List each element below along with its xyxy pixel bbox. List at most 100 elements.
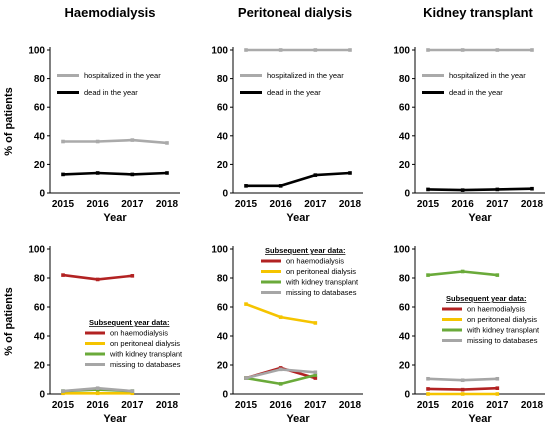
legend-title: Subsequent year data: bbox=[265, 246, 345, 255]
y-tick-label: 40 bbox=[34, 332, 46, 343]
chart-panel-bottom-middle: 0 20 40 60 80 100 2015 2016 2017 2018 Year Subseque… bbox=[211, 245, 363, 425]
x-tick-label: 2017 bbox=[121, 199, 144, 210]
data-point bbox=[165, 171, 169, 175]
legend-label: dead in the year bbox=[449, 88, 503, 97]
legend-label: with kidney transplant bbox=[466, 326, 540, 335]
x-tick-label: 2016 bbox=[452, 400, 475, 411]
x-tick-label: 2015 bbox=[52, 199, 75, 210]
data-point bbox=[278, 184, 283, 188]
y-tick-label: 60 bbox=[399, 103, 411, 114]
y-tick-label: 20 bbox=[34, 160, 46, 171]
data-point bbox=[460, 392, 465, 396]
data-point bbox=[313, 373, 318, 377]
data-point bbox=[495, 273, 500, 277]
y-tick-label: 0 bbox=[404, 189, 410, 200]
y-tick-label: 40 bbox=[217, 332, 229, 343]
legend-label: missing to databases bbox=[110, 360, 181, 369]
data-point bbox=[95, 139, 100, 144]
x-axis-label: Year bbox=[286, 413, 310, 425]
y-tick-label: 20 bbox=[399, 160, 411, 171]
y-tick-label: 100 bbox=[28, 46, 45, 57]
y-tick-label: 60 bbox=[399, 303, 411, 314]
data-point bbox=[460, 378, 465, 383]
legend-label: dead in the year bbox=[267, 88, 321, 97]
data-point bbox=[495, 187, 500, 192]
legend-title: Subsequent year data: bbox=[89, 318, 169, 327]
x-tick-label: 2017 bbox=[304, 199, 327, 210]
data-point bbox=[95, 171, 100, 175]
data-point bbox=[244, 184, 248, 188]
data-point bbox=[130, 138, 135, 142]
x-tick-label: 2017 bbox=[486, 400, 509, 411]
x-tick-label: 2017 bbox=[304, 400, 327, 411]
series-line bbox=[62, 171, 168, 176]
legend-label: hospitalized in the year bbox=[84, 71, 161, 80]
data-point bbox=[61, 139, 65, 144]
data-point bbox=[426, 48, 430, 52]
data-point bbox=[130, 172, 135, 177]
y-tick-label: 60 bbox=[217, 103, 229, 114]
x-tick-label: 2015 bbox=[235, 400, 258, 411]
legend-label: dead in the year bbox=[84, 88, 138, 97]
x-tick-label: 2016 bbox=[270, 400, 293, 411]
legend-label: missing to databases bbox=[286, 288, 357, 297]
y-tick-label: 20 bbox=[34, 361, 46, 372]
y-tick-label: 100 bbox=[393, 46, 410, 57]
y-tick-label: 60 bbox=[217, 303, 229, 314]
series-line bbox=[246, 171, 351, 188]
column-title: Kidney transplant bbox=[423, 5, 533, 20]
chart-panel-top-right: 0 20 40 60 80 100 2015 2016 2017 2018 Year hospital… bbox=[393, 46, 545, 224]
data-point bbox=[313, 376, 318, 380]
data-point bbox=[130, 274, 135, 278]
data-point bbox=[244, 376, 248, 380]
data-point bbox=[130, 389, 135, 393]
data-point bbox=[130, 391, 135, 396]
y-tick-label: 80 bbox=[34, 274, 46, 285]
data-point bbox=[278, 367, 283, 372]
legend-title: Subsequent year data: bbox=[446, 294, 526, 303]
x-tick-label: 2016 bbox=[270, 199, 293, 210]
y-tick-label: 100 bbox=[211, 46, 228, 57]
data-point bbox=[495, 376, 500, 381]
legend-label: on haemodialysis bbox=[286, 257, 344, 266]
data-point bbox=[495, 386, 500, 390]
data-point bbox=[61, 389, 65, 393]
legend-label: with kidney transplant bbox=[109, 350, 183, 359]
legend-label: on haemodialysis bbox=[110, 329, 168, 338]
legend-label: on peritoneal dialysis bbox=[286, 267, 356, 276]
data-point bbox=[61, 391, 65, 396]
data-point bbox=[313, 48, 318, 52]
chart-panel-bottom-left: 0 20 40 60 80 100 2015 2016 2017 2018 Year % of pat… bbox=[3, 245, 183, 426]
y-axis-label: % of patients bbox=[3, 87, 15, 155]
x-tick-label: 2017 bbox=[486, 199, 509, 210]
y-tick-label: 100 bbox=[393, 245, 410, 256]
data-point bbox=[278, 315, 283, 319]
x-tick-label: 2016 bbox=[452, 199, 475, 210]
y-tick-label: 100 bbox=[211, 245, 228, 256]
y-tick-label: 0 bbox=[39, 390, 45, 401]
data-point bbox=[348, 48, 352, 52]
series-line bbox=[63, 138, 168, 145]
series-line bbox=[427, 187, 533, 192]
y-tick-label: 80 bbox=[217, 74, 229, 85]
y-tick-label: 20 bbox=[217, 160, 229, 171]
y-tick-label: 60 bbox=[34, 103, 46, 114]
data-point bbox=[495, 392, 500, 396]
x-axis-label: Year bbox=[103, 212, 127, 224]
data-point bbox=[244, 302, 248, 306]
y-tick-label: 80 bbox=[34, 74, 46, 85]
data-point bbox=[348, 171, 352, 175]
legend-label: with kidney transplant bbox=[285, 278, 359, 287]
legend-label: hospitalized in the year bbox=[449, 71, 526, 80]
x-tick-label: 2018 bbox=[521, 199, 544, 210]
y-tick-label: 60 bbox=[34, 303, 46, 314]
data-point bbox=[244, 48, 248, 52]
legend-label: on haemodialysis bbox=[467, 305, 525, 314]
x-axis-label: Year bbox=[286, 212, 310, 224]
y-tick-label: 40 bbox=[34, 131, 46, 142]
data-point bbox=[61, 273, 65, 277]
chart-panel-bottom-right: 0 20 40 60 80 100 2015 2016 2017 2018 Year Subseque… bbox=[393, 245, 545, 425]
y-tick-label: 0 bbox=[39, 189, 45, 200]
